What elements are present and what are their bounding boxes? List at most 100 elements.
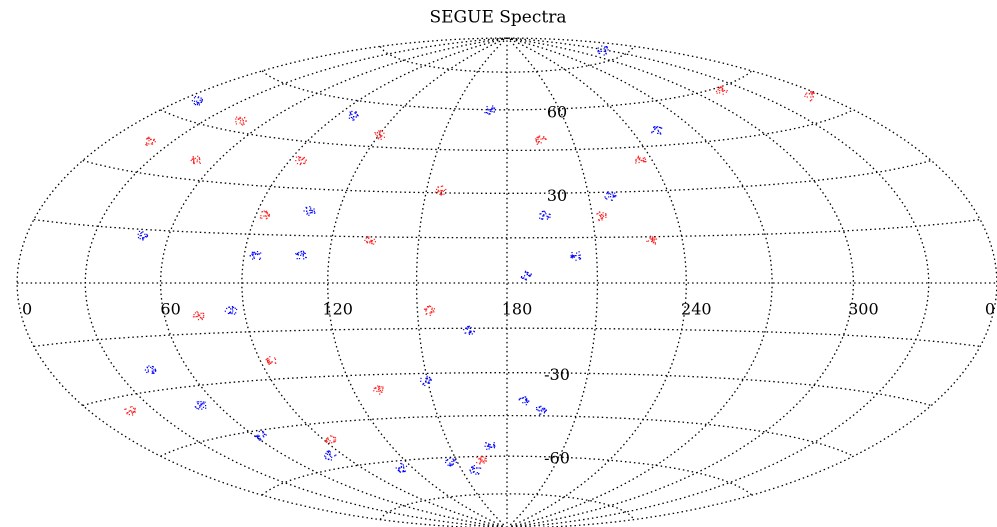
star-dot [639,157,641,159]
star-dot [654,242,656,244]
star-dot [540,213,542,215]
star-dot [152,371,154,373]
star-dot [379,388,381,390]
star-dot [443,189,445,191]
star-dot [329,453,331,455]
star-dot [447,464,449,466]
star-dot [251,251,253,253]
star-dot [140,235,142,237]
star-dot [194,95,197,98]
star-dot [240,120,242,122]
star-dot [192,157,194,159]
star-dot [437,186,439,188]
plate [348,110,359,121]
star-dot [540,413,542,415]
star-dot [131,412,133,414]
star-dot [232,307,234,309]
star-dot [571,254,573,256]
star-dot [451,464,453,466]
star-dot [267,359,269,361]
star-dot [479,461,481,463]
star-dot [335,454,337,456]
star-dot [437,186,439,188]
star-dot [309,209,311,211]
star-dot [312,210,314,212]
star-dot [472,467,474,469]
star-dot [242,120,244,122]
star-dot [405,465,408,467]
star-dot [445,459,447,462]
star-dot [524,278,526,280]
star-dot [200,405,202,407]
star-dot [257,434,259,436]
star-dot [150,143,152,145]
star-dot [382,387,384,389]
star-dot [722,90,724,92]
star-dot [722,93,724,95]
star-dot [191,158,193,160]
star-dot [307,212,309,214]
star-dot [148,137,150,139]
star-dot [596,213,598,215]
star-dot [196,311,198,313]
star-dot [654,236,656,239]
star-dot [573,256,575,258]
star-dot [812,92,814,94]
star-dot [331,456,333,458]
star-dot [482,461,484,463]
star-dot [642,157,644,159]
star-dot [256,253,258,255]
plate [395,462,408,473]
star-dot [143,237,145,239]
star-dot [153,369,155,371]
star-dot [146,144,148,146]
star-dot [201,317,203,319]
star-dot [806,96,808,98]
star-dot [602,212,604,214]
star-dot [252,258,254,260]
star-dot [235,123,237,125]
star-dot [542,218,544,220]
star-dot [658,130,660,132]
star-dot [296,163,299,165]
star-dot [538,135,540,138]
star-dot [428,305,431,307]
star-dot [197,319,200,321]
star-dot [197,313,199,315]
star-dot [241,118,244,120]
star-dot [431,311,433,313]
star-dot [489,444,491,446]
star-dot [402,471,404,473]
star-dot [310,211,312,214]
star-dot [571,255,573,257]
star-dot [430,378,432,380]
parallel [82,159,932,194]
star-dot [607,49,609,51]
star-dot [268,213,270,216]
star-dot [306,207,308,209]
star-dot [260,252,262,254]
star-dot [193,159,195,161]
star-dot [205,407,207,409]
meridian [506,37,773,527]
star-dot [373,243,375,245]
star-dot [485,460,487,462]
plate [144,365,157,374]
star-dot [400,466,403,468]
star-dot [257,253,259,256]
star-dot [228,306,230,308]
star-dot [368,237,370,239]
star-dot [726,90,728,92]
star-dot [605,216,607,218]
star-dot [404,470,406,472]
star-dot [249,255,251,257]
star-dot [637,156,639,158]
star-dot [525,278,527,280]
star-dot [261,217,263,219]
y-tick-label: 60 [547,102,567,121]
star-dot [324,440,327,443]
star-dot [428,379,430,381]
star-dot [132,411,134,413]
star-dot [327,439,329,441]
star-dot [333,439,335,441]
